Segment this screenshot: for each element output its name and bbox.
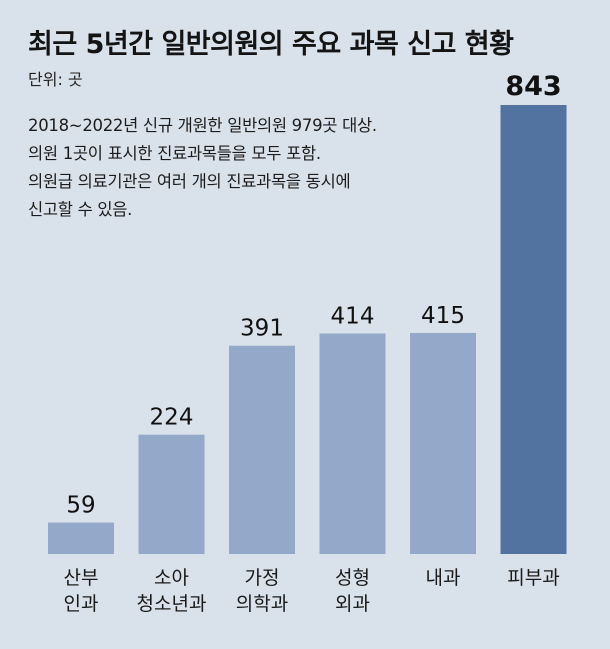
category-label: 성형 [335,567,370,589]
category-label: 청소년과 [137,593,207,615]
bar [138,434,205,554]
data-label: 414 [331,303,375,329]
category-label: 가정 [245,567,280,589]
bar [319,333,386,554]
category-label: 외과 [335,593,370,615]
data-label: 391 [240,316,284,342]
category-label: 소아 [154,567,189,589]
note-line: 의원급 의료기관은 여러 개의 진료과목을 동시에 [28,172,351,191]
note-line: 2018~2022년 신규 개원한 일반의원 979곳 대상. [28,116,377,135]
bar [229,345,295,554]
note-line: 의원 1곳이 표시한 진료과목들을 모두 포함. [28,144,321,163]
category-label: 산부 [64,567,99,589]
chart-notes: 2018~2022년 신규 개원한 일반의원 979곳 대상. 의원 1곳이 표… [28,112,377,224]
data-label: 224 [150,405,194,431]
bar [410,332,476,554]
bar [48,522,114,554]
unit-label: 단위: 곳 [28,70,83,89]
bar [500,105,567,554]
category-label: 내과 [426,567,461,589]
chart-title: 최근 5년간 일반의원의 주요 과목 신고 현황 [28,29,514,60]
note-line: 신고할 수 있음. [28,200,133,219]
data-label: 59 [66,493,95,519]
category-label: 의학과 [236,593,288,615]
category-label: 인과 [64,593,99,615]
category-label: 피부과 [507,567,559,589]
data-label: 415 [421,303,465,329]
data-label: 843 [505,71,561,102]
